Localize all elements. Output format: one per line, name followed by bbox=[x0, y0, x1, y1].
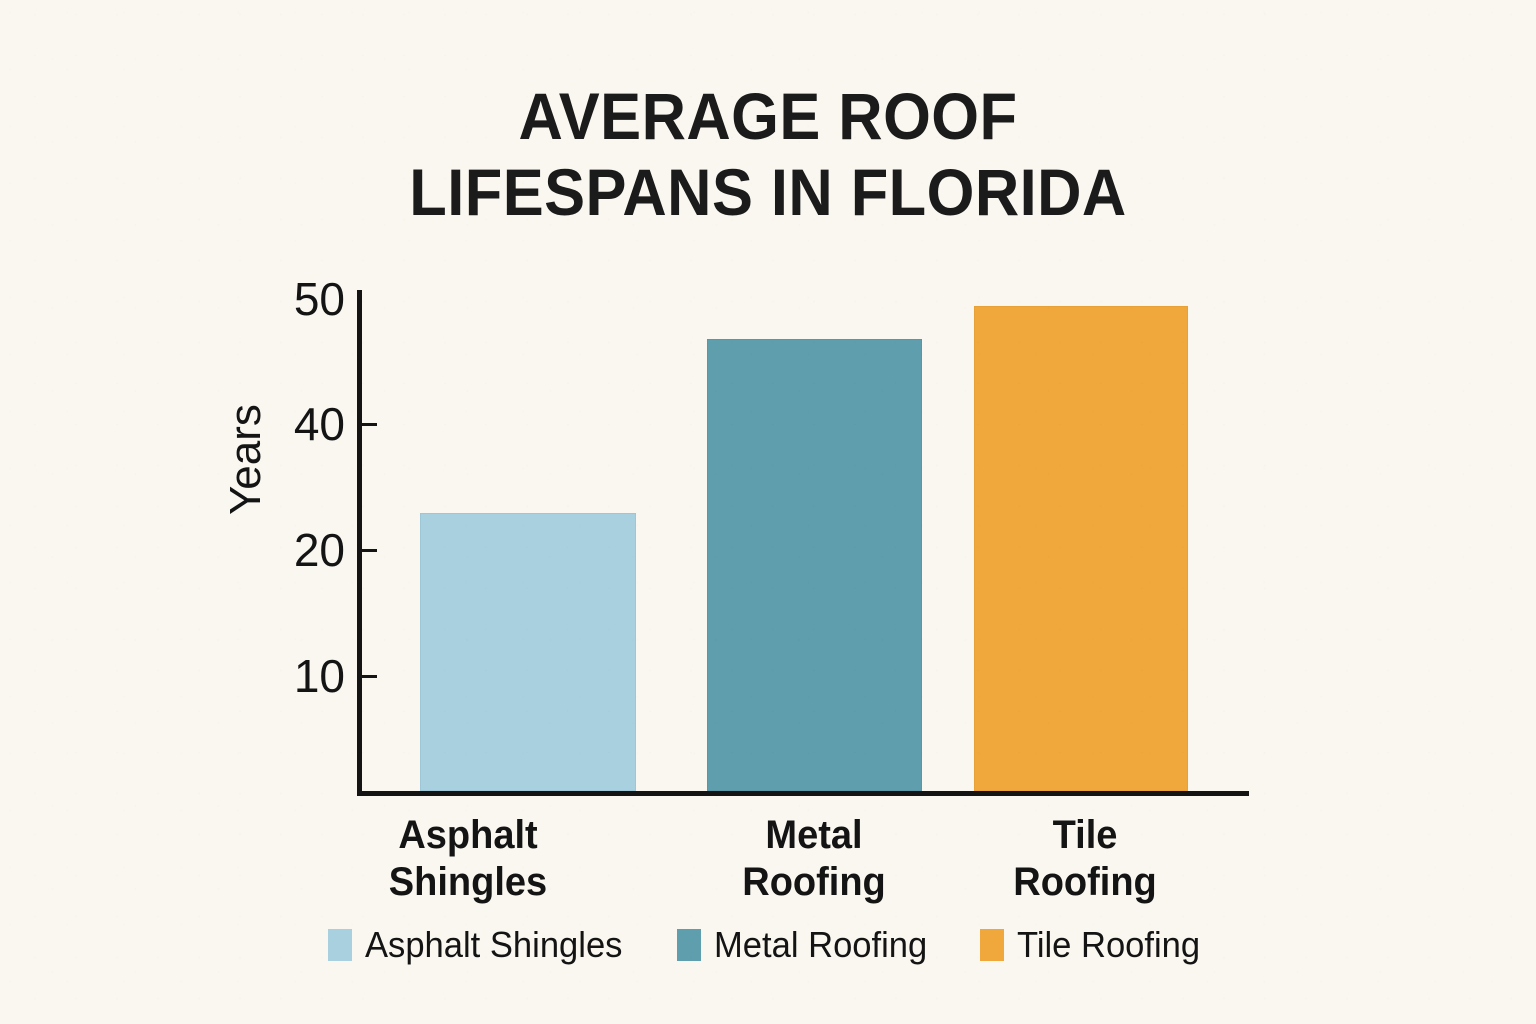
x-tick-label-tile-roofing: Tile Roofing bbox=[1013, 813, 1157, 904]
legend-swatch-icon-metal-roofing bbox=[677, 929, 702, 961]
bar-fill-metal-roofing bbox=[707, 339, 922, 791]
y-tick-label-50: 50 bbox=[293, 273, 345, 325]
x-tick-label-asphalt-shingles: Asphalt Shingles bbox=[388, 813, 548, 904]
plot-area bbox=[357, 288, 1249, 796]
bar-metal-roofing[interactable] bbox=[707, 339, 922, 791]
legend-label-asphalt-shingles: Asphalt Shingles bbox=[364, 924, 623, 965]
y-tick-label-10: 10 bbox=[293, 650, 345, 702]
y-axis-title: Years bbox=[221, 404, 270, 515]
y-axis-spine bbox=[357, 290, 362, 795]
legend-swatch-icon-asphalt-shingles bbox=[327, 929, 352, 961]
bar-tile-roofing[interactable] bbox=[974, 306, 1188, 791]
legend-item-metal-roofing[interactable]: Metal Roofing bbox=[677, 925, 936, 965]
bar-fill-tile-roofing bbox=[974, 306, 1188, 791]
bar-asphalt-shingles[interactable] bbox=[420, 513, 636, 791]
chart-title: AVERAGE ROOF LIFESPANS IN FLORIDA bbox=[409, 79, 1127, 229]
y-tick-label-40: 40 bbox=[293, 398, 345, 450]
x-tick-label-metal-roofing: Metal Roofing bbox=[742, 813, 886, 904]
legend-swatch-icon-tile-roofing bbox=[980, 929, 1005, 961]
y-tick-mark-40 bbox=[362, 423, 377, 426]
y-tick-mark-20 bbox=[362, 549, 377, 552]
legend-item-tile-roofing[interactable]: Tile Roofing bbox=[980, 925, 1208, 965]
legend-label-metal-roofing: Metal Roofing bbox=[714, 924, 928, 965]
x-axis-spine bbox=[357, 791, 1249, 796]
y-tick-label-20: 20 bbox=[293, 524, 345, 576]
bar-fill-asphalt-shingles bbox=[420, 513, 636, 791]
legend-label-tile-roofing: Tile Roofing bbox=[1017, 924, 1201, 965]
chart-legend: Asphalt Shingles Metal Roofing Tile Roof… bbox=[0, 925, 1536, 965]
legend-item-asphalt-shingles[interactable]: Asphalt Shingles bbox=[327, 924, 633, 965]
y-tick-mark-10 bbox=[362, 675, 377, 678]
